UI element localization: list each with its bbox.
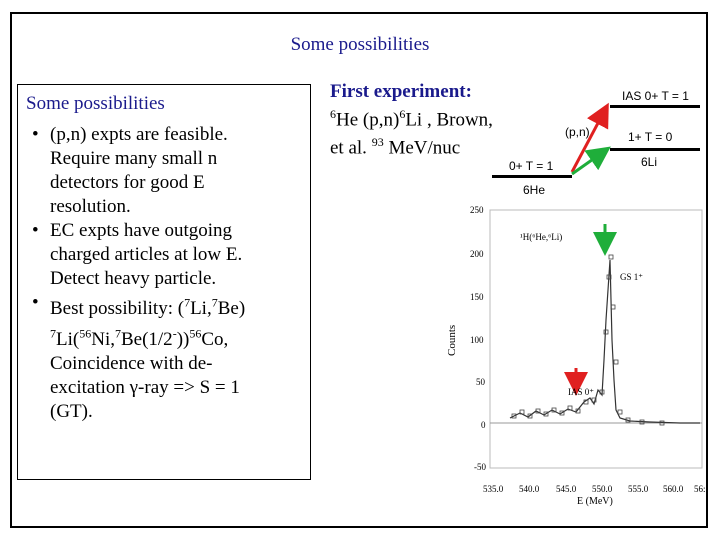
- x-tick: 555.0: [628, 484, 649, 494]
- ias-level-label: IAS 0+ T = 1: [622, 89, 689, 103]
- x-tick: 535.0: [483, 484, 504, 494]
- bullet-dot: •: [32, 292, 39, 313]
- experiment-line: 6He (p,n)6Li , Brown,: [330, 107, 493, 131]
- bullet-line: detectors for good E: [50, 172, 205, 193]
- x-tick: 540.0: [519, 484, 540, 494]
- y-axis-label: Counts: [446, 324, 458, 356]
- bullet-item: • (p,n) expts are feasible. Require many…: [30, 123, 310, 219]
- y-tick: 200: [470, 249, 484, 259]
- he6-state-label: 0+ T = 1: [509, 159, 554, 173]
- bullet-line: resolution.: [50, 196, 131, 217]
- bullet-item: • EC expts have outgoing charged article…: [30, 219, 310, 291]
- y-tick: 0: [481, 420, 486, 430]
- y-tick: -50: [474, 462, 486, 472]
- ias-peak-label: IAS 0⁺: [568, 387, 595, 397]
- experiment-line: et al. 93 MeV/nuc: [330, 135, 461, 159]
- bullet-line: Require many small n: [50, 148, 218, 169]
- gs-peak-label: GS 1⁺: [620, 272, 644, 282]
- slide-title: Some possibilities: [290, 34, 430, 55]
- x-axis-label: E (MeV): [577, 496, 613, 507]
- y-tick: 50: [476, 377, 485, 387]
- bullet-line: excitation γ-ray => S = 1: [50, 376, 240, 398]
- li6-state-label: 1+ T = 0: [628, 130, 673, 144]
- bullet-list: • (p,n) expts are feasible. Require many…: [30, 123, 310, 424]
- textbox-heading: Some possibilities: [26, 93, 165, 114]
- bullet-line: charged articles at low E.: [50, 244, 243, 265]
- bullet-line: Detect heavy particle.: [50, 268, 217, 289]
- bullet-dot: •: [32, 124, 39, 145]
- li6-nucleus-label: 6Li: [641, 155, 658, 169]
- plot-frame: [489, 209, 703, 469]
- y-tick: 150: [470, 292, 484, 302]
- bullet-line: (p,n) expts are feasible.: [50, 124, 228, 145]
- he6-ground-level: [492, 175, 572, 178]
- bullet-item: • Best possibility: (7Li,7Be) 7Li(56Ni,7…: [30, 291, 310, 424]
- possibilities-textbox: Some possibilities • (p,n) expts are fea…: [17, 84, 311, 480]
- slide-frame: [10, 12, 708, 528]
- y-tick: 250: [470, 205, 484, 215]
- bullet-line: EC expts have outgoing: [50, 220, 233, 241]
- experiment-heading: First experiment:: [330, 81, 472, 102]
- bullet-line: Best possibility: (7Li,7Be): [50, 296, 246, 320]
- reaction-label: ¹H(⁶He,⁶Li): [520, 232, 563, 242]
- ias-level: [610, 105, 700, 108]
- li6-ground-level: [610, 148, 700, 151]
- x-tick: 56:: [694, 484, 706, 494]
- spectrum-trace: [509, 259, 700, 424]
- x-tick: 545.0: [556, 484, 577, 494]
- x-tick: 550.0: [592, 484, 613, 494]
- spectrum-points: [511, 254, 665, 426]
- bullet-dot: •: [32, 220, 39, 241]
- bullet-line: (GT).: [50, 400, 93, 422]
- bullet-line: 7Li(56Ni,7Be(1/2-))56Co,: [50, 326, 229, 350]
- experiment-text: First experiment: 6He (p,n)6Li , Brown, …: [330, 80, 493, 160]
- y-tick: 100: [470, 335, 484, 345]
- x-tick: 560.0: [663, 484, 684, 494]
- he6-nucleus-label: 6He: [523, 183, 546, 197]
- bullet-line: Coincidence with de-: [50, 352, 213, 374]
